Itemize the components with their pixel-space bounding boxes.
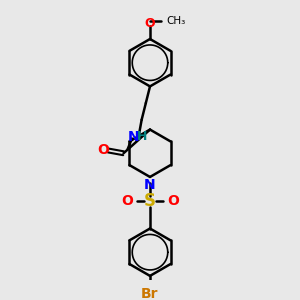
Text: H: H bbox=[136, 130, 147, 143]
Text: S: S bbox=[144, 192, 156, 210]
Text: O: O bbox=[145, 17, 155, 30]
Text: N: N bbox=[128, 130, 140, 143]
Text: O: O bbox=[97, 143, 109, 158]
Text: O: O bbox=[167, 194, 179, 208]
Text: N: N bbox=[144, 178, 156, 191]
Text: O: O bbox=[121, 194, 133, 208]
Text: CH₃: CH₃ bbox=[166, 16, 185, 26]
Text: Br: Br bbox=[141, 287, 159, 300]
